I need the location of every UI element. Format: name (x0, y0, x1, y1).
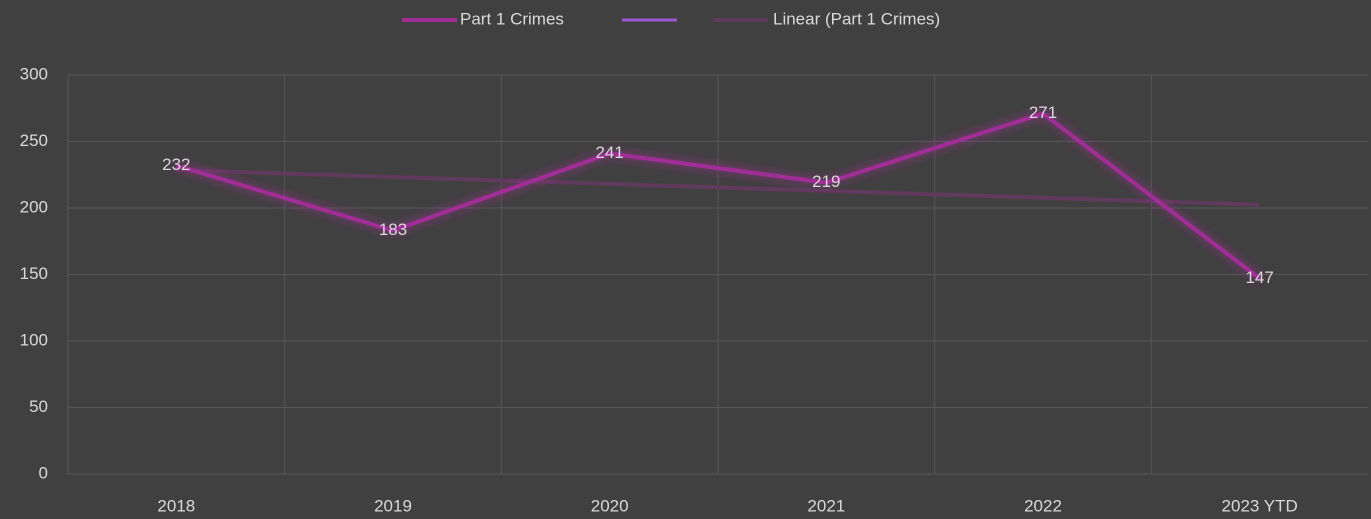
x-tick-label: 2020 (591, 496, 629, 515)
data-line (175, 111, 1261, 281)
data-label: 271 (1029, 103, 1057, 122)
trend-line (176, 167, 1260, 207)
y-tick-label: 300 (20, 64, 48, 83)
x-tick-label: 2021 (807, 496, 845, 515)
data-label: 241 (595, 143, 623, 162)
y-tick-label: 50 (29, 397, 48, 416)
y-tick-label: 150 (20, 264, 48, 283)
x-tick-label: 2022 (1024, 496, 1062, 515)
y-tick-label: 100 (20, 330, 48, 349)
legend-label: Part 1 Crimes (460, 9, 564, 28)
x-tick-label: 2023 YTD (1222, 496, 1298, 515)
y-tick-label: 0 (39, 463, 48, 482)
x-tick-label: 2018 (157, 496, 195, 515)
y-tick-label: 200 (20, 197, 48, 216)
grid (67, 74, 1368, 475)
data-label: 219 (812, 172, 840, 191)
data-label: 232 (162, 155, 190, 174)
y-tick-label: 250 (20, 131, 48, 150)
data-label: 147 (1245, 268, 1273, 287)
plot-area: 232 183 241 219 271 147 (162, 103, 1274, 287)
data-label: 183 (379, 220, 407, 239)
legend-label: Linear (Part 1 Crimes) (773, 9, 940, 28)
x-tick-label: 2019 (374, 496, 412, 515)
